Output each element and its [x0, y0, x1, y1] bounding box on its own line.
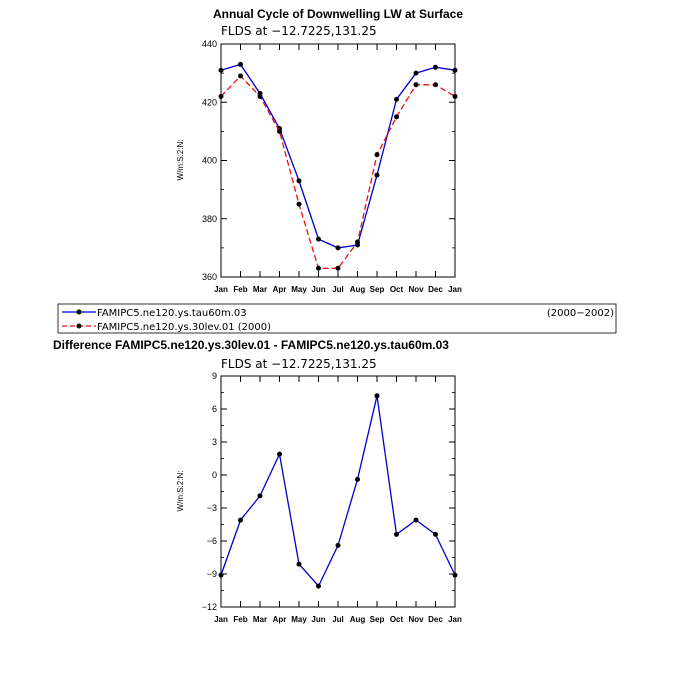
chart2-x-tick-label: Sep — [370, 615, 385, 624]
chart2-series-1-point — [218, 572, 224, 578]
chart2-x-tick-label: Jan — [214, 615, 228, 624]
chart2-series-1-point — [355, 476, 360, 482]
chart2-y-axis-label: W/m:S:2:N: — [176, 471, 185, 512]
chart1-series-2-point — [452, 93, 458, 99]
chart1-series-1-point — [296, 178, 302, 184]
chart1-series-1-point — [433, 64, 438, 70]
chart1-series-1-point — [374, 172, 380, 178]
chart2-series-1-line — [220, 395, 456, 588]
legend-label-series-1: FAMIPC5.ne120.ys.tau60m.03 — [97, 308, 247, 319]
chart2-plot-area: −12 −9 −6 −3 0 3 6 9 Jan Feb Mar Apr May Jun Jul Aug Sep… — [202, 371, 462, 624]
chart1-x-tick-label: Jan — [214, 285, 228, 294]
chart2-x-tick-label: Nov — [408, 615, 424, 624]
chart1-y-tick-label: 420 — [202, 97, 217, 107]
chart2-title: Difference FAMIPC5.ne120.ys.30lev.01 - F… — [53, 338, 449, 352]
chart1-y-tick-label: 400 — [202, 156, 217, 166]
chart1-series-1-point — [316, 236, 321, 242]
chart1-series-2-point — [433, 82, 438, 88]
chart2-series-1-point — [277, 451, 282, 457]
chart1-x-tick-label: Oct — [390, 285, 404, 294]
chart1-x-tick-label: Dec — [428, 285, 443, 294]
chart1-series-2-point — [394, 114, 399, 120]
chart1-x-tick-label: Sep — [370, 285, 385, 294]
chart1-series-1-point — [413, 70, 419, 76]
chart2-y-tick-label: −9 — [207, 569, 217, 579]
chart1-x-tick-label: Feb — [233, 285, 247, 294]
chart2-x-tick-label: May — [291, 615, 307, 624]
chart1-x-tick-label: Nov — [408, 285, 424, 294]
chart1-y-axis-label: W/m:S:2:N: — [176, 140, 185, 181]
chart1-series-1-point — [238, 61, 243, 67]
chart2-x-tick-label: Jul — [332, 615, 344, 624]
chart1-series-2-point — [355, 239, 360, 245]
chart2-y-tick-label: 3 — [212, 437, 217, 447]
chart2-y-tick-label: 9 — [212, 371, 217, 381]
chart1-y-tick-label: 360 — [202, 272, 217, 282]
chart2-series-1-point — [257, 493, 263, 499]
chart2-series-1-point — [452, 572, 458, 578]
chart1-series-1-point — [218, 67, 224, 73]
chart1-series-2-point — [335, 265, 341, 271]
chart2-y-tick-label: −12 — [202, 602, 217, 612]
chart1-series-2-point — [413, 82, 419, 88]
chart1-series-1-point — [394, 96, 399, 102]
chart1-series-2-point — [218, 93, 224, 99]
chart2-series-1-point — [433, 531, 438, 537]
chart2-x-tick-label: Mar — [253, 615, 267, 624]
chart1-x-tick-label: May — [291, 285, 307, 294]
chart1-x-tick-label: Aug — [350, 285, 366, 294]
chart1-series-2-point — [238, 73, 243, 79]
chart1-series-2-point — [374, 152, 380, 158]
chart1-series-2-line — [220, 75, 456, 269]
chart1-series-2-point — [277, 128, 282, 134]
chart1-frame — [220, 43, 456, 278]
chart1-legend: FAMIPC5.ne120.ys.tau60m.03 (2000−2002) F… — [57, 303, 617, 334]
chart1-series-1-point — [452, 67, 458, 73]
chart2-series-1-point — [316, 583, 321, 589]
chart2-y-tick-label: −3 — [207, 503, 217, 513]
legend-marker-series-2 — [76, 323, 82, 329]
chart2-x-tick-label: Oct — [390, 615, 404, 624]
chart2-frame — [220, 375, 456, 608]
chart1-title: Annual Cycle of Downwelling LW at Surfac… — [213, 7, 463, 21]
chart1-x-tick-label: Mar — [253, 285, 267, 294]
chart2-x-tick-label: Jun — [311, 615, 325, 624]
chart1-x-tick-label: Apr — [273, 285, 287, 294]
chart2-x-tick-label: Jan — [448, 615, 462, 624]
chart2-series-1-point — [335, 542, 341, 548]
chart2-series-1-point — [238, 517, 243, 523]
chart2-series-1-point — [374, 393, 380, 399]
chart2-y-tick-label: 0 — [212, 470, 217, 480]
chart1-series-2-point — [257, 93, 263, 99]
chart1-series-1-point — [335, 245, 341, 251]
legend-marker-series-1 — [76, 309, 82, 315]
legend-label-series-2: FAMIPC5.ne120.ys.30lev.01 (2000) — [97, 322, 271, 333]
chart1-plot-area: 360 380 400 420 440 Jan Feb Mar Apr May Jun Jul Aug S… — [202, 39, 462, 294]
chart2-y-tick-label: 6 — [212, 404, 217, 414]
chart2-series-1-point — [394, 531, 399, 537]
chart2-x-tick-label: Apr — [273, 615, 287, 624]
chart2-series-1-point — [296, 561, 302, 567]
chart2-x-tick-label: Aug — [350, 615, 366, 624]
legend-box — [57, 303, 617, 334]
legend-note: (2000−2002) — [547, 308, 614, 319]
chart1-x-tick-label: Jul — [332, 285, 344, 294]
chart1-y-tick-label: 380 — [202, 214, 217, 224]
chart2-subtitle: FLDS at −12.7225,131.25 — [221, 357, 377, 371]
chart1-series-2-point — [296, 201, 302, 207]
chart2-x-tick-label: Dec — [428, 615, 443, 624]
chart2-y-tick-label: −6 — [207, 536, 217, 546]
chart1-x-tick-label: Jan — [448, 285, 462, 294]
chart2-series-1-point — [413, 517, 419, 523]
chart1-series-2-point — [316, 265, 321, 271]
chart1-subtitle: FLDS at −12.7225,131.25 — [221, 24, 377, 38]
chart1-x-tick-label: Jun — [311, 285, 325, 294]
chart1-y-tick-label: 440 — [202, 39, 217, 49]
chart2-x-tick-label: Feb — [233, 615, 247, 624]
